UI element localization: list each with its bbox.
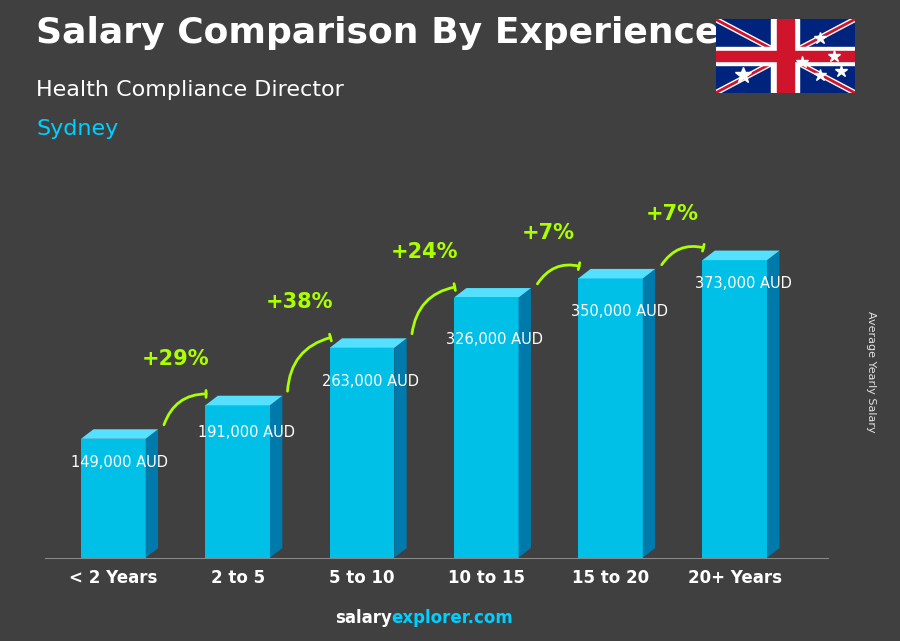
Polygon shape (578, 278, 643, 558)
Text: explorer.com: explorer.com (392, 609, 513, 627)
Bar (771, 19, 799, 93)
Polygon shape (329, 348, 394, 558)
Text: 350,000 AUD: 350,000 AUD (571, 304, 668, 319)
Bar (716, 51, 855, 61)
Polygon shape (81, 439, 146, 558)
Polygon shape (329, 338, 407, 348)
Text: +29%: +29% (141, 349, 210, 369)
Text: +7%: +7% (646, 204, 699, 224)
Text: salary: salary (335, 609, 392, 627)
Polygon shape (454, 297, 518, 558)
Text: 373,000 AUD: 373,000 AUD (695, 276, 792, 292)
Bar (777, 19, 794, 93)
Polygon shape (643, 269, 655, 558)
Text: +38%: +38% (266, 292, 334, 312)
Text: 191,000 AUD: 191,000 AUD (198, 425, 295, 440)
Polygon shape (394, 338, 407, 558)
Text: Salary Comparison By Experience: Salary Comparison By Experience (36, 16, 719, 50)
Text: +7%: +7% (522, 222, 575, 242)
Polygon shape (146, 429, 158, 558)
Bar (716, 47, 855, 65)
Polygon shape (518, 288, 531, 558)
Polygon shape (205, 395, 283, 405)
Text: 326,000 AUD: 326,000 AUD (446, 332, 544, 347)
Text: Health Compliance Director: Health Compliance Director (36, 80, 344, 100)
Polygon shape (578, 269, 655, 278)
Text: 149,000 AUD: 149,000 AUD (71, 455, 168, 470)
Polygon shape (767, 251, 779, 558)
Text: Average Yearly Salary: Average Yearly Salary (866, 311, 877, 433)
Text: 263,000 AUD: 263,000 AUD (322, 374, 419, 389)
Polygon shape (81, 429, 158, 439)
Text: +24%: +24% (391, 242, 458, 262)
Polygon shape (270, 395, 283, 558)
Text: Sydney: Sydney (36, 119, 118, 138)
Polygon shape (454, 288, 531, 297)
Polygon shape (703, 260, 767, 558)
Polygon shape (205, 405, 270, 558)
Polygon shape (703, 251, 779, 260)
